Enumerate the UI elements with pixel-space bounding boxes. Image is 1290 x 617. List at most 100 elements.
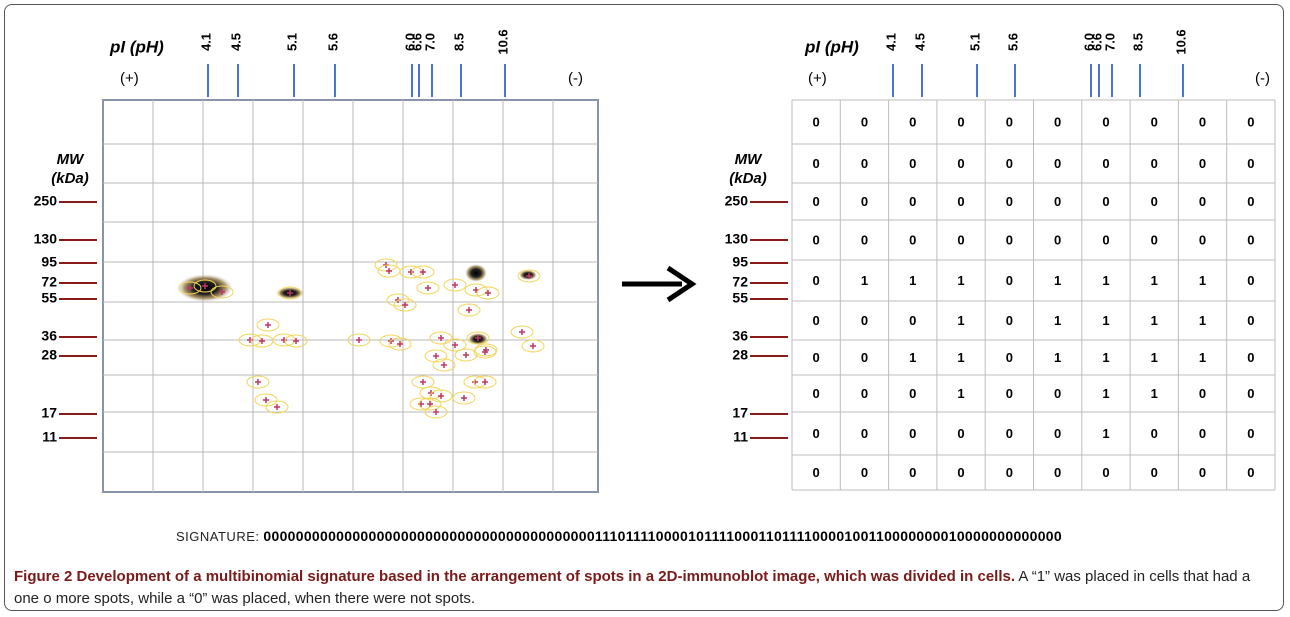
- pi-label: pI (pH): [109, 37, 164, 56]
- cell-value: 0: [1151, 426, 1158, 441]
- minus-label: (-): [568, 70, 583, 87]
- cell-value: 0: [813, 232, 820, 247]
- signature-value: 0000000000000000000000000000000000000000…: [263, 528, 1062, 544]
- cell-value: 1: [957, 350, 964, 365]
- mw-tick-label: 17: [41, 405, 57, 421]
- cell-value: 0: [909, 465, 916, 480]
- pi-tick-label: 5.6: [325, 33, 340, 51]
- cell-value: 0: [1054, 465, 1061, 480]
- cell-value: 0: [909, 194, 916, 209]
- cell-value: 0: [1247, 273, 1254, 288]
- mw-tick-label: 72: [732, 274, 748, 290]
- cell-value: 0: [957, 426, 964, 441]
- mw-tick-label: 250: [725, 193, 749, 209]
- cell-value: 0: [1102, 194, 1109, 209]
- pi-label: pI (pH): [804, 37, 859, 56]
- pi-tick-label: 7.0: [422, 33, 437, 51]
- cell-value: 0: [861, 114, 868, 129]
- pi-tick-label: 8.5: [1130, 33, 1145, 51]
- pi-tick-label: 5.1: [967, 33, 982, 51]
- cell-value: 0: [1006, 156, 1013, 171]
- pi-tick-label: 4.5: [228, 33, 243, 51]
- pi-tick-label: 8.5: [451, 33, 466, 51]
- cell-value: 1: [1151, 350, 1158, 365]
- mw-label: MW: [735, 151, 763, 168]
- cell-value: 0: [813, 465, 820, 480]
- cell-value: 0: [861, 156, 868, 171]
- blot-frame: [103, 100, 598, 492]
- cell-value: 0: [1006, 273, 1013, 288]
- cell-value: 1: [1054, 273, 1061, 288]
- cell-value: 0: [1199, 114, 1206, 129]
- cell-value: 0: [1006, 232, 1013, 247]
- cell-value: 1: [861, 273, 868, 288]
- caption-title: Figure 2 Development of a multibinomial …: [14, 568, 1015, 585]
- cell-value: 0: [909, 386, 916, 401]
- cell-value: 1: [909, 350, 916, 365]
- cell-value: 0: [1054, 386, 1061, 401]
- cell-value: 0: [1006, 114, 1013, 129]
- pi-tick-label: 5.6: [1005, 33, 1020, 51]
- cell-value: 0: [1247, 313, 1254, 328]
- cell-value: 0: [1247, 350, 1254, 365]
- mw-tick-label: 17: [732, 405, 748, 421]
- cell-value: 0: [1054, 156, 1061, 171]
- cell-value: 1: [1199, 313, 1206, 328]
- mw-tick-label: 11: [733, 429, 748, 445]
- mw-tick-label: 28: [732, 347, 748, 363]
- mw-tick-label: 130: [34, 231, 58, 247]
- cell-value: 1: [1054, 350, 1061, 365]
- cell-value: 0: [813, 114, 820, 129]
- cell-value: 0: [957, 114, 964, 129]
- cell-value: 0: [909, 156, 916, 171]
- pi-tick-label: 7.0: [1102, 33, 1117, 51]
- mw-tick-label: 95: [41, 254, 57, 270]
- pi-tick-label: 10.6: [495, 29, 510, 54]
- cell-value: 1: [1151, 386, 1158, 401]
- cell-value: 0: [813, 273, 820, 288]
- cell-value: 0: [1102, 465, 1109, 480]
- cell-value: 0: [1006, 313, 1013, 328]
- cell-value: 0: [957, 194, 964, 209]
- cell-value: 0: [1151, 114, 1158, 129]
- cell-value: 0: [1199, 156, 1206, 171]
- signature-label: SIGNATURE:: [176, 529, 260, 544]
- mw-tick-label: 36: [41, 328, 57, 344]
- cell-value: 0: [1247, 194, 1254, 209]
- cell-value: 0: [957, 232, 964, 247]
- cell-value: 0: [1151, 194, 1158, 209]
- cell-value: 0: [1199, 426, 1206, 441]
- plus-label: (+): [120, 70, 139, 87]
- plus-label: (+): [808, 70, 827, 87]
- cell-value: 0: [1247, 386, 1254, 401]
- cell-value: 0: [1102, 156, 1109, 171]
- cell-value: 0: [861, 465, 868, 480]
- minus-label: (-): [1255, 70, 1270, 87]
- mw-tick-label: 36: [732, 328, 748, 344]
- cell-value: 0: [1199, 232, 1206, 247]
- mw-unit: (kDa): [729, 170, 767, 187]
- cell-value: 1: [1102, 313, 1109, 328]
- pi-tick-label: 5.1: [284, 33, 299, 51]
- cell-value: 0: [1054, 232, 1061, 247]
- cell-value: 0: [1199, 386, 1206, 401]
- cell-value: 1: [957, 386, 964, 401]
- cell-value: 1: [909, 273, 916, 288]
- cell-value: 0: [861, 350, 868, 365]
- blot-spot: [465, 264, 487, 282]
- cell-value: 1: [1199, 350, 1206, 365]
- cell-value: 0: [1247, 465, 1254, 480]
- cell-value: 1: [1102, 273, 1109, 288]
- cell-value: 0: [1054, 194, 1061, 209]
- cell-value: 0: [1199, 465, 1206, 480]
- cell-value: 0: [813, 156, 820, 171]
- cell-value: 0: [909, 114, 916, 129]
- cell-value: 0: [1247, 426, 1254, 441]
- cell-value: 0: [1102, 114, 1109, 129]
- cell-value: 1: [1199, 273, 1206, 288]
- cell-value: 1: [1102, 386, 1109, 401]
- signature: SIGNATURE: 00000000000000000000000000000…: [176, 528, 1062, 544]
- cell-value: 0: [1102, 232, 1109, 247]
- cell-value: 0: [909, 232, 916, 247]
- cell-value: 0: [1006, 426, 1013, 441]
